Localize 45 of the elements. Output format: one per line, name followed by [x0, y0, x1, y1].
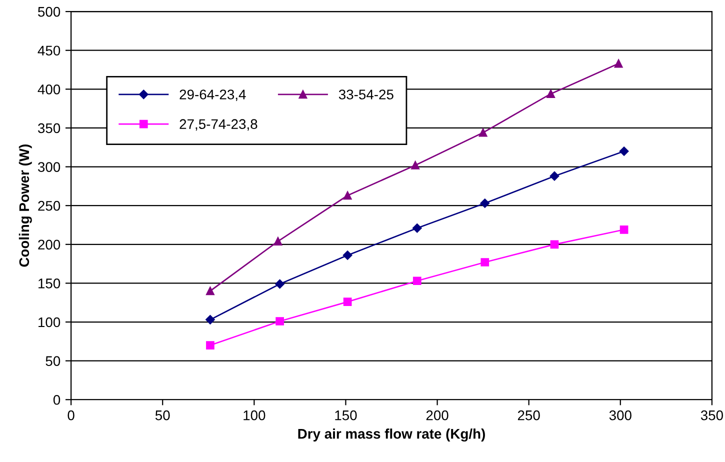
y-tick-label: 400: [38, 84, 60, 94]
x-tick-label: 200: [426, 410, 448, 420]
point: [206, 315, 215, 324]
point: [412, 223, 422, 233]
point: [480, 198, 490, 208]
x-tick-label: 300: [609, 410, 632, 420]
legend-label: 29-64-23,4: [180, 90, 246, 102]
legend-label: 33-54-25: [338, 90, 394, 100]
point: [550, 240, 559, 249]
point: [412, 276, 422, 286]
point: [614, 59, 623, 68]
point: [206, 341, 214, 350]
y-tick-label: 0: [53, 394, 60, 405]
y-tick-label: 100: [38, 317, 60, 328]
point: [480, 258, 490, 266]
point: [343, 191, 352, 200]
point: [619, 146, 629, 156]
point: [620, 225, 628, 234]
point: [274, 237, 282, 246]
y-tick-label: 450: [38, 46, 60, 56]
y-tick-label: 300: [38, 162, 60, 172]
point: [478, 128, 488, 137]
y-tick-label: 200: [38, 240, 60, 250]
x-tick-label: 150: [335, 410, 357, 420]
x-axis-title: Dry air mass flow rate (Kg/h): [298, 428, 485, 442]
x-tick-label: 250: [518, 410, 540, 420]
legend-label: 27,5-74-23,8: [180, 119, 258, 131]
y-axis-title: Cooling Power (W): [18, 144, 32, 267]
y-tick-label: 500: [38, 6, 60, 17]
y-tick-label: 250: [38, 200, 60, 211]
x-tick-label: 350: [700, 410, 723, 420]
x-tick-label: 0: [68, 410, 74, 420]
point: [343, 298, 352, 306]
point: [276, 317, 284, 326]
point: [411, 161, 420, 170]
y-tick-label: 50: [46, 356, 60, 366]
point: [275, 279, 284, 289]
point: [342, 250, 352, 260]
y-tick-label: 150: [38, 278, 60, 288]
x-tick-label: 100: [244, 410, 266, 420]
point: [550, 171, 560, 181]
point: [546, 90, 555, 98]
point: [206, 286, 214, 296]
y-tick-label: 350: [38, 123, 60, 134]
x-tick-label: 50: [155, 410, 170, 420]
